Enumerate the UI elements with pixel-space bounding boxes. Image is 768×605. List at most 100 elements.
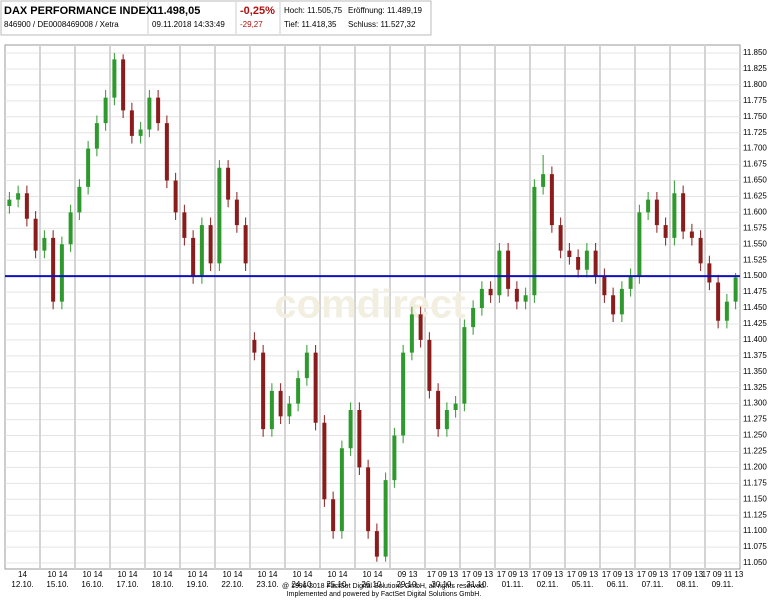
x-day-label: 26.10. [361, 580, 383, 589]
y-tick-label: 11.550 [743, 239, 767, 248]
footer-line: Implemented and powered by FactSet Digit… [287, 591, 482, 598]
x-tick-label: 17 09 13 [637, 570, 669, 579]
candle-body [339, 448, 344, 532]
y-tick-label: 11.250 [743, 431, 767, 440]
x-day-label: 22.10. [221, 580, 243, 589]
header-title: DAX PERFORMANCE INDEX [4, 5, 154, 17]
candle-body [348, 410, 353, 449]
candle-body [392, 435, 397, 481]
plot-frame [4, 44, 741, 570]
candle-body [541, 174, 546, 187]
y-tick-label: 11.500 [743, 271, 767, 280]
candle-body [331, 499, 336, 532]
candle-body [138, 129, 143, 136]
candle-body [278, 390, 283, 417]
y-tick-label: 11.200 [743, 462, 767, 471]
x-tick-label: 17 09 13 [567, 570, 599, 579]
candle-body [401, 352, 406, 436]
x-day-label: 07.11. [642, 580, 664, 589]
candle-body [716, 282, 721, 321]
y-tick-label: 11.700 [743, 144, 767, 153]
footer-line: @ 1996-2018 FactSet Digital Solutions Gm… [282, 583, 486, 590]
x-tick-label: 17 09 13 [427, 570, 459, 579]
candle-body [322, 422, 327, 500]
y-tick-label: 11.125 [743, 510, 767, 519]
header-change-abs: -29,27 [240, 20, 263, 29]
candle-body [208, 225, 213, 264]
candle-body [191, 237, 196, 277]
candle-body [471, 308, 476, 328]
candle-body [584, 250, 589, 270]
x-day-label: 25.10. [326, 580, 348, 589]
header-change-pct: -0,25% [240, 5, 275, 17]
y-tick-label: 11.225 [743, 447, 767, 456]
y-tick-label: 11.400 [743, 335, 767, 344]
candle-body [287, 403, 292, 417]
candle-body [252, 339, 257, 353]
y-tick-label: 11.750 [743, 112, 767, 121]
y-tick-label: 11.325 [743, 383, 767, 392]
candle-body [514, 288, 519, 302]
candle-body [16, 193, 21, 200]
y-tick-label: 11.275 [743, 415, 767, 424]
header-box [0, 0, 432, 36]
candle-body [234, 199, 239, 226]
y-tick-label: 11.075 [743, 542, 767, 551]
x-tick-label: 10 14 [222, 570, 243, 579]
x-day-label: 23.10. [256, 580, 278, 589]
candle-body [226, 167, 231, 200]
header-high: Hoch: 11.505,75 [284, 6, 343, 15]
candle-body [383, 480, 388, 557]
candle-body [593, 250, 598, 277]
candle-body [269, 390, 274, 430]
x-day-label: 24.10. [291, 580, 313, 589]
candle-body [243, 225, 248, 264]
candle-body [724, 301, 729, 321]
x-day-label: 12.10. [11, 580, 33, 589]
candle-body [59, 244, 64, 302]
candle-body [506, 250, 511, 289]
candle-body [532, 186, 537, 296]
y-tick-label: 11.100 [743, 526, 767, 535]
candle-body [409, 314, 414, 353]
candle-body [707, 263, 712, 283]
x-day-label: 05.11. [572, 580, 594, 589]
candle-body [462, 327, 467, 404]
y-tick-label: 11.450 [743, 303, 767, 312]
candle-body [427, 339, 432, 391]
candle-body [689, 231, 694, 238]
x-tick-label: 17 09 13 [497, 570, 529, 579]
x-tick-label: 10 14 [257, 570, 278, 579]
candle-body [121, 59, 126, 111]
y-tick-label: 11.650 [743, 176, 767, 185]
x-tick-label: 14 [18, 570, 27, 579]
x-day-label: 02.11. [537, 580, 559, 589]
x-tick-label: 10 14 [292, 570, 313, 579]
y-tick-label: 11.825 [743, 64, 767, 73]
header-close: Schluss: 11.527,32 [348, 20, 416, 29]
header-price: 11.498,05 [152, 5, 200, 17]
candle-body [261, 352, 266, 430]
watermark: comdirect [274, 283, 465, 327]
x-day-label: 09.11. [712, 580, 734, 589]
x-tick-label: 09 13 [397, 570, 418, 579]
y-tick-label: 11.050 [743, 558, 767, 567]
header-low: Tief: 11.418,35 [284, 20, 337, 29]
y-tick-label: 11.175 [743, 478, 767, 487]
x-tick-label: 10 14 [362, 570, 383, 579]
candle-body [86, 148, 91, 187]
candle-body [374, 531, 379, 557]
candle-body [68, 212, 73, 245]
candle-body [164, 123, 169, 181]
candle-body [672, 193, 677, 238]
y-tick-label: 11.725 [743, 128, 767, 137]
candle-body [313, 352, 318, 423]
x-day-label: 30.10. [431, 580, 453, 589]
x-day-label: 15.10. [46, 580, 68, 589]
x-day-label: 18.10. [151, 580, 173, 589]
candle-body [558, 225, 563, 251]
candle-body [217, 167, 222, 264]
x-day-label: 19.10. [186, 580, 208, 589]
candle-body [182, 212, 187, 238]
